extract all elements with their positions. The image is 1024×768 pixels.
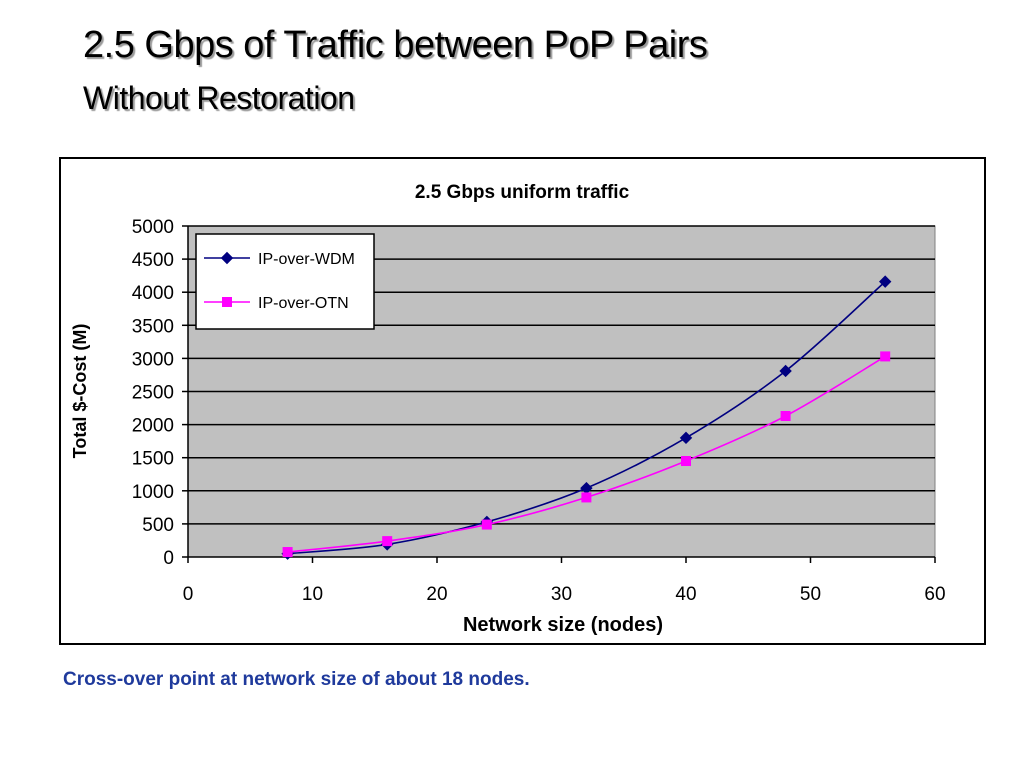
chart-title: 2.5 Gbps uniform traffic [415, 182, 630, 203]
y-tick-label: 0 [163, 548, 174, 569]
legend-label: IP-over-OTN [258, 295, 349, 312]
y-tick-label: 500 [142, 515, 174, 536]
legend: IP-over-WDM IP-over-OTN [195, 233, 375, 330]
data-point [780, 410, 791, 421]
caption: Cross-over point at network size of abou… [63, 669, 530, 690]
data-point [282, 547, 293, 558]
slide-title: 2.5 Gbps of Traffic between PoP Pairs [83, 24, 708, 66]
legend-item: IP-over-OTN [204, 295, 349, 312]
x-tick-label: 30 [551, 584, 572, 605]
legend-box [195, 233, 375, 330]
legend-label: IP-over-WDM [258, 251, 355, 268]
y-tick-label: 1000 [132, 482, 174, 503]
axes: 0500100015002000250030003500400045005000… [132, 217, 946, 605]
y-tick-label: 1500 [132, 449, 174, 470]
x-tick-label: 0 [183, 584, 194, 605]
series-layer [281, 275, 892, 560]
x-tick-label: 40 [675, 584, 696, 605]
x-axis-label: Network size (nodes) [463, 614, 663, 636]
y-tick-label: 4000 [132, 283, 174, 304]
legend-marker [222, 297, 232, 307]
data-point [382, 536, 393, 547]
y-tick-label: 5000 [132, 217, 174, 238]
legend-marker [220, 251, 234, 265]
legend-item: IP-over-WDM [204, 251, 355, 268]
data-point [779, 364, 792, 378]
x-tick-label: 10 [302, 584, 323, 605]
x-tick-label: 60 [924, 584, 945, 605]
data-point [679, 431, 693, 445]
data-point [681, 456, 691, 467]
y-tick-label: 2000 [132, 416, 174, 437]
data-point [880, 351, 891, 362]
y-tick-label: 3000 [132, 349, 174, 370]
y-tick-label: 4500 [132, 250, 174, 271]
y-tick-label: 2500 [132, 383, 174, 404]
data-point [878, 275, 892, 288]
slide-subtitle: Without Restoration [83, 80, 355, 116]
y-tick-label: 3500 [132, 316, 174, 337]
series-ip-over-otn [282, 351, 891, 558]
data-point [581, 492, 592, 503]
x-tick-label: 20 [426, 584, 447, 605]
x-tick-label: 50 [800, 584, 821, 605]
data-point [481, 519, 492, 530]
y-axis-label: Total $-Cost (M) [70, 324, 90, 459]
